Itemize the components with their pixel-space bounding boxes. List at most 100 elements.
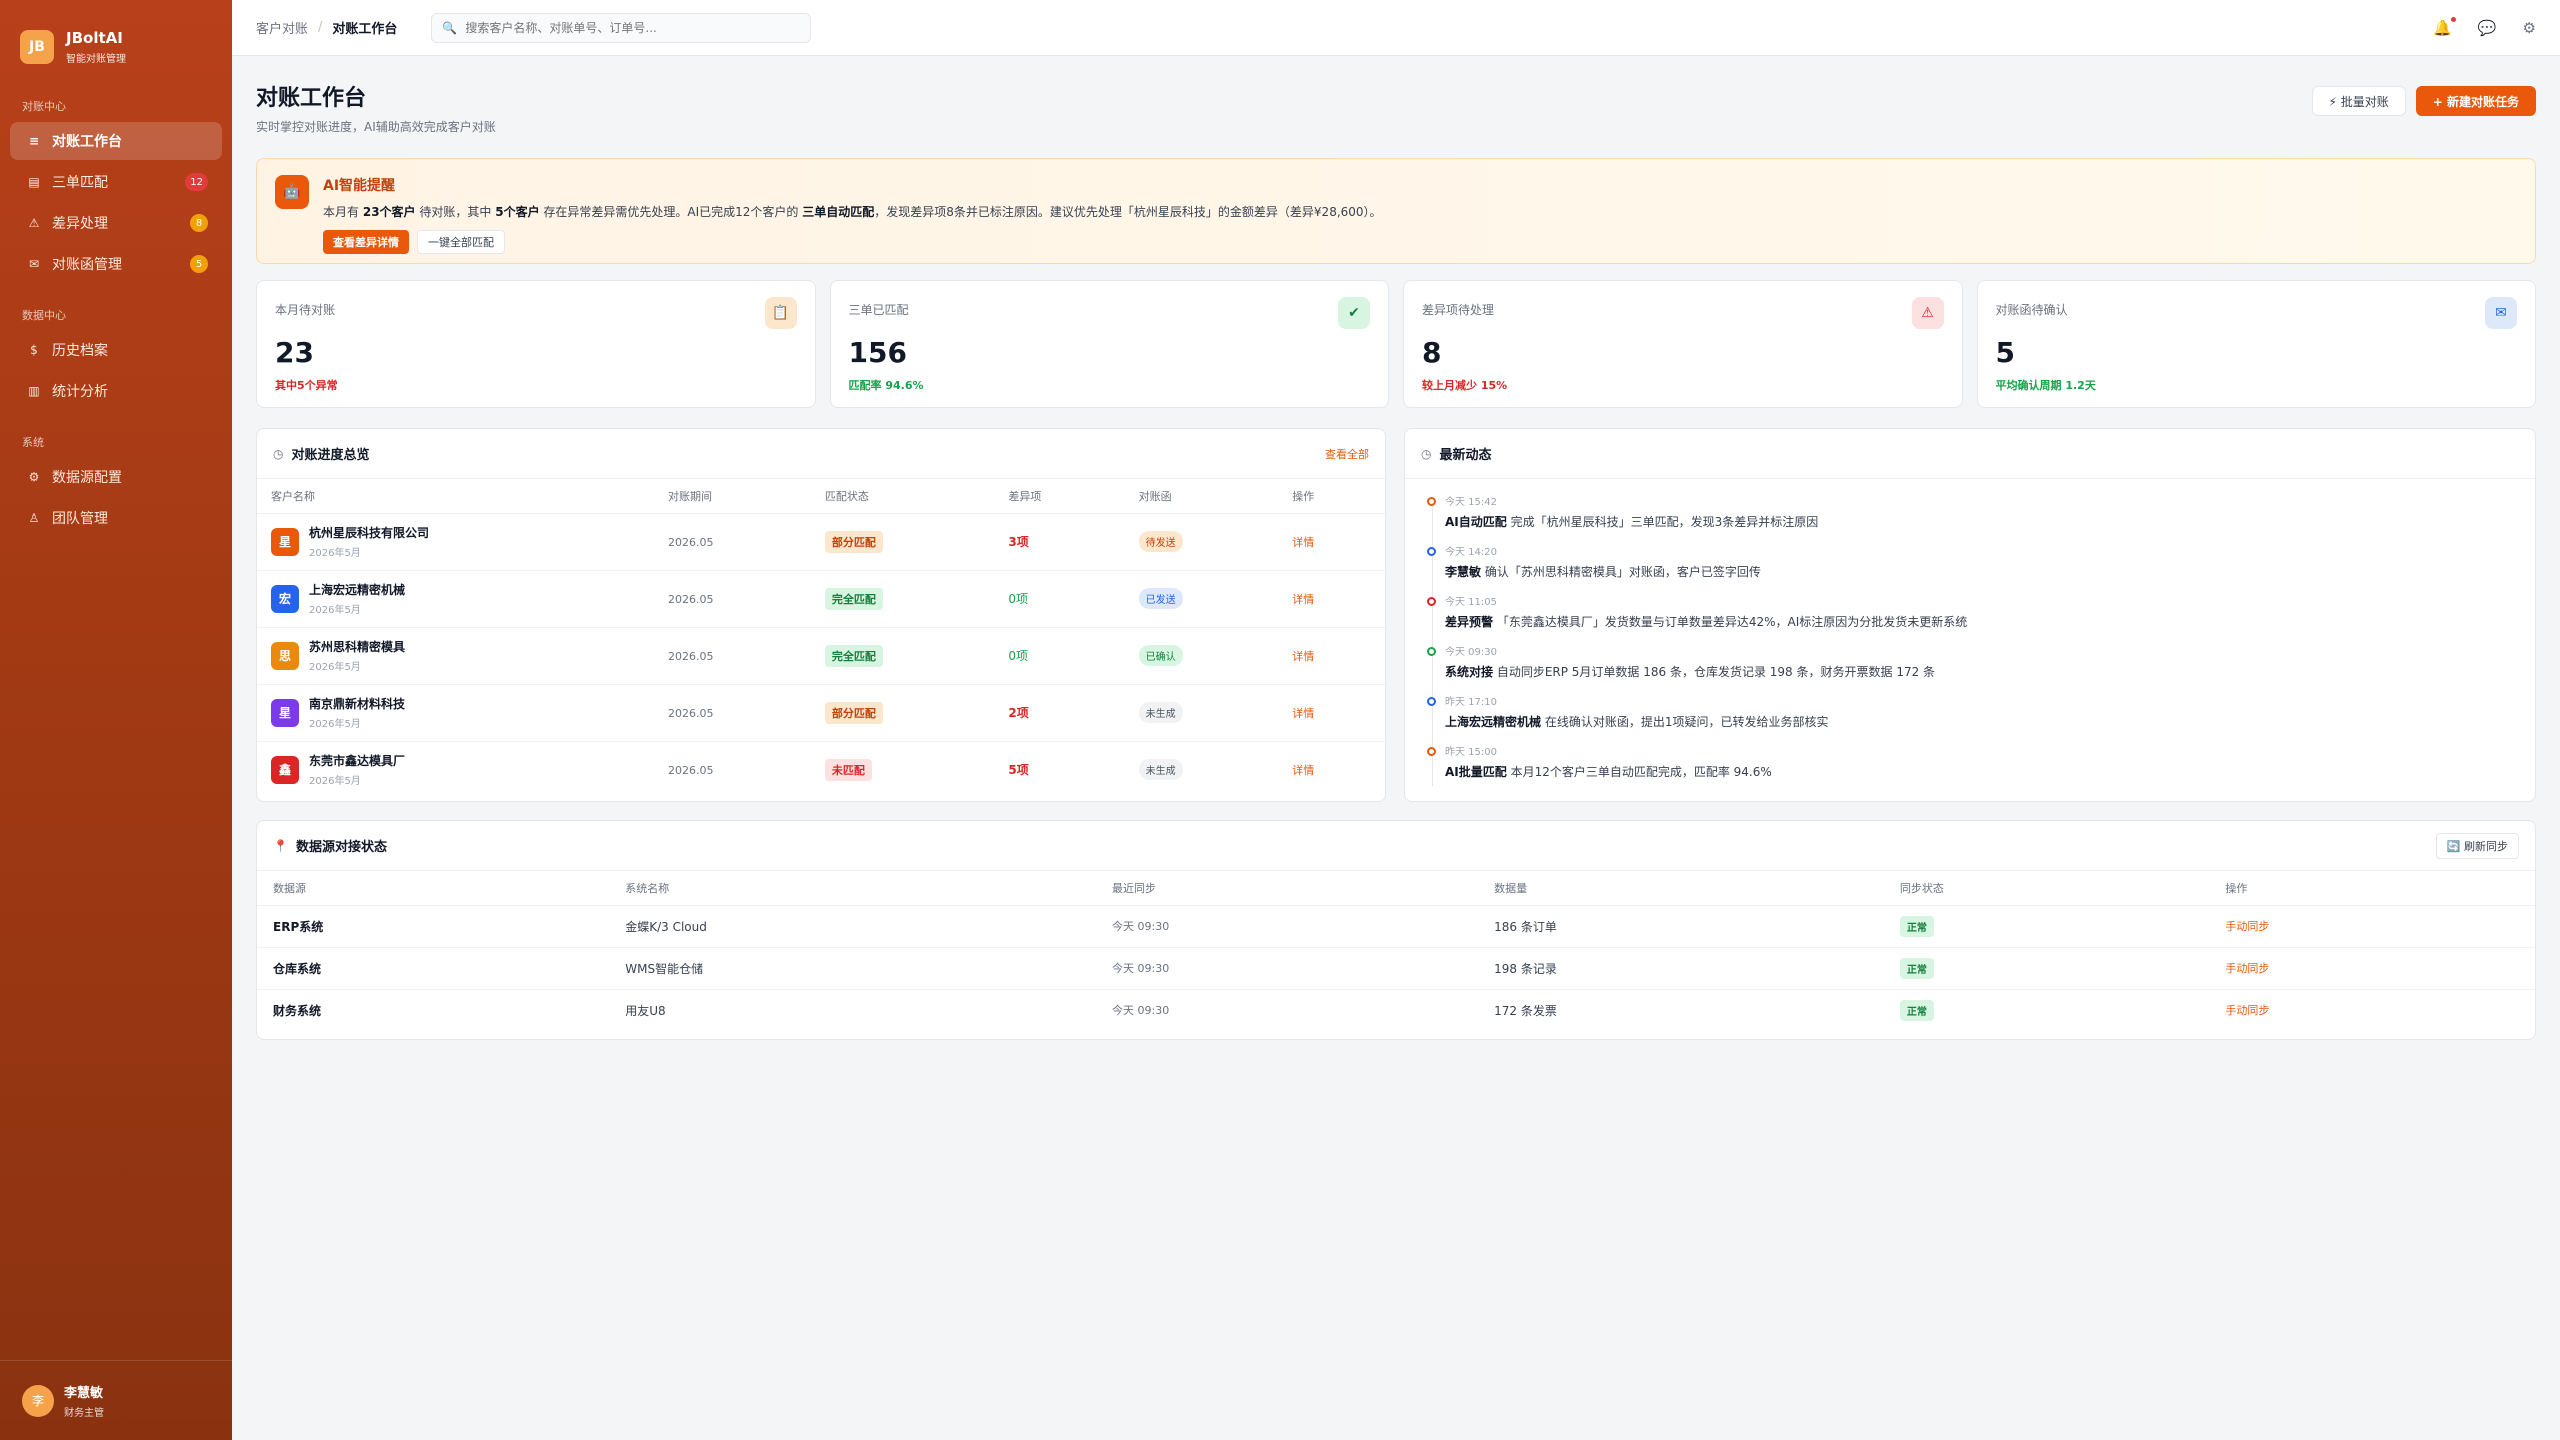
activity-item: 昨天 15:00 AI批量匹配 本月12个客户三单自动匹配完成，匹配率 94.6%	[1427, 743, 2511, 793]
settings-icon[interactable]: ⚙	[2522, 18, 2536, 37]
view-diff-button[interactable]: 查看差异详情	[323, 230, 409, 254]
sidebar-item[interactable]: ✉ 对账函管理 5	[10, 245, 222, 283]
column-header: 数据量	[1478, 871, 1884, 906]
customer-period-sub: 2026年5月	[309, 548, 361, 559]
table-row[interactable]: 鑫东莞市鑫达模具厂 2026年5月 2026.05 未匹配 5项 未生成 详情	[257, 741, 1385, 798]
batch-reconcile-button[interactable]: ⚡ 批量对账	[2311, 86, 2406, 116]
sync-time-cell: 今天 09:30	[1112, 1004, 1170, 1018]
activity-text: 上海宏远精密机械 在线确认对账函，提出1项疑问，已转发给业务部核实	[1445, 713, 2511, 730]
detail-link[interactable]: 详情	[1292, 535, 1315, 549]
search-box[interactable]: 🔍	[431, 12, 812, 43]
manual-sync-link[interactable]: 手动同步	[2225, 920, 2270, 933]
customer-cell: 星南京鼎新材料科技 2026年5月	[257, 684, 654, 742]
top-actions: 🔔 💬 ⚙	[2433, 16, 2536, 37]
activity-actor: AI自动匹配	[1445, 515, 1507, 529]
activity-actor: AI批量匹配	[1445, 765, 1507, 779]
chat-icon[interactable]: 💬	[2477, 18, 2497, 37]
column-header: 匹配状态	[810, 479, 995, 514]
table-row: ERP系统 金蝶K/3 Cloud 今天 09:30 186 条订单 正常 手动同步	[257, 905, 2535, 948]
stat-card: 三单已匹配 156 匹配率 94.6% ✔	[829, 280, 1389, 408]
table-row[interactable]: 思苏州思科精密模具 2026年5月 2026.05 完全匹配 0项 已确认 详情	[257, 627, 1385, 685]
user-name: 李慧敏	[64, 1386, 104, 1401]
search-input[interactable]	[465, 20, 796, 35]
activity-time: 昨天 15:00	[1445, 747, 1497, 758]
customer-cell: 鑫东莞市鑫达模具厂 2026年5月	[257, 741, 654, 798]
sync-status-tag: 正常	[1899, 915, 1934, 937]
new-task-button[interactable]: + 新建对账任务	[2415, 86, 2536, 116]
sidebar-item[interactable]: ≡ 对账工作台	[10, 122, 222, 160]
activity-time: 昨天 17:10	[1445, 697, 1497, 708]
sidebar-item[interactable]: $ 历史档案	[10, 331, 222, 369]
customer: 星杭州星辰科技有限公司 2026年5月	[271, 524, 640, 559]
refresh-sync-button[interactable]: 🔄 刷新同步	[2435, 832, 2519, 859]
sidebar-item-icon: ♙	[28, 511, 40, 525]
match-all-button[interactable]: 一键全部匹配	[417, 230, 505, 254]
column-header: 对账期间	[654, 479, 811, 514]
detail-link[interactable]: 详情	[1292, 649, 1315, 663]
sidebar-item[interactable]: ♙ 团队管理	[10, 499, 222, 537]
column-header: 差异项	[994, 479, 1125, 514]
sidebar-item-label: 三单匹配	[52, 175, 108, 191]
customer-avatar: 星	[271, 698, 299, 727]
ai-message: 本月有 23个客户 待对账，其中 5个客户 存在异常差异需优先处理。AI已完成1…	[323, 205, 1382, 219]
activity-detail: 确认「苏州思科精密模具」对账函，客户已签字回传	[1481, 565, 1761, 579]
topbar: 客户对账 / 对账工作台 🔍 🔔 💬 ⚙	[232, 0, 2560, 56]
ai-reminder-card: 🤖 AI智能提醒 本月有 23个客户 待对账，其中 5个客户 存在异常差异需优先…	[256, 158, 2536, 264]
sidebar-item[interactable]: ⚙ 数据源配置	[10, 458, 222, 496]
manual-sync-link[interactable]: 手动同步	[2225, 1004, 2270, 1018]
system-cell: 金蝶K/3 Cloud	[609, 905, 1096, 948]
customer-avatar: 思	[271, 641, 299, 670]
sync-time-cell: 今天 09:30	[1096, 905, 1479, 948]
diff-count: 2项	[1008, 706, 1029, 720]
activity-actor: 上海宏远精密机械	[1445, 715, 1542, 729]
manual-sync-link[interactable]: 手动同步	[2225, 962, 2270, 975]
column-header: 最近同步	[1096, 871, 1479, 906]
user-role: 财务主管	[64, 1408, 104, 1419]
customer-text: 杭州星辰科技有限公司 2026年5月	[309, 524, 429, 559]
detail-link[interactable]: 详情	[1292, 706, 1315, 720]
datasource-title: 数据源对接状态	[295, 840, 387, 855]
activity-item: 昨天 17:10 上海宏远精密机械 在线确认对账函，提出1项疑问，已转发给业务部核…	[1427, 693, 2511, 743]
action-cell: 详情	[1278, 627, 1385, 685]
stat-note: 平均确认周期 1.2天	[1995, 379, 2096, 392]
timeline-dot	[1427, 497, 1436, 506]
customer-text: 苏州思科精密模具 2026年5月	[309, 638, 405, 673]
sync-status-cell: 正常	[1883, 905, 2210, 948]
activity-time: 今天 14:20	[1445, 547, 1497, 558]
match-status-tag: 完全匹配	[824, 587, 883, 610]
diff-count: 5项	[1008, 763, 1029, 778]
view-all-link[interactable]: 查看全部	[1325, 447, 1369, 461]
stat-card: 差异项待处理 8 较上月减少 15% ⚠	[1403, 280, 1963, 408]
sidebar-item-label: 数据源配置	[52, 470, 122, 486]
table-row[interactable]: 星南京鼎新材料科技 2026年5月 2026.05 部分匹配 2项 未生成 详情	[257, 684, 1385, 742]
source-cell: 财务系统	[273, 1003, 322, 1018]
diff-cell: 5项	[994, 741, 1124, 798]
detail-link[interactable]: 详情	[1292, 592, 1315, 606]
pin-icon: 📍	[273, 838, 288, 853]
letter-cell: 未生成	[1125, 741, 1279, 798]
timeline-dot	[1427, 697, 1436, 706]
sidebar-item[interactable]: ▥ 统计分析	[10, 372, 222, 410]
stat-card: 本月待对账 23 其中5个异常 📋	[256, 280, 816, 408]
action-cell: 手动同步	[2209, 947, 2535, 990]
letter-status-pill: 未生成	[1138, 702, 1183, 723]
detail-link[interactable]: 详情	[1292, 763, 1315, 777]
match-status-tag: 完全匹配	[824, 644, 883, 667]
customer-text: 东莞市鑫达模具厂 2026年5月	[309, 752, 405, 787]
activity-detail: 自动同步ERP 5月订单数据 186 条，仓库发货记录 198 条，财务开票数据…	[1493, 665, 1936, 679]
breadcrumb-separator: /	[318, 20, 323, 35]
activity-text: 差异预警 「东莞鑫达模具厂」发货数量与订单数量差异达42%，AI标注原因为分批发…	[1445, 613, 2511, 630]
table-row[interactable]: 宏上海宏远精密机械 2026年5月 2026.05 完全匹配 0项 已发送 详情	[257, 570, 1385, 628]
table-row[interactable]: 星杭州星辰科技有限公司 2026年5月 2026.05 部分匹配 3项 待发送 详情	[257, 513, 1385, 571]
timeline-line	[1432, 501, 1433, 786]
activity-item: 今天 09:30 系统对接 自动同步ERP 5月订单数据 186 条，仓库发货记录…	[1427, 643, 2511, 693]
breadcrumb-parent[interactable]: 客户对账	[256, 22, 309, 37]
user-profile[interactable]: 李 李慧敏 财务主管	[0, 1360, 232, 1440]
sync-time-cell: 今天 09:30	[1096, 947, 1479, 990]
sidebar-item[interactable]: ⚠ 差异处理 8	[10, 204, 222, 242]
letter-cell: 已确认	[1124, 627, 1279, 685]
page-subtitle: 实时掌控对账进度，AI辅助高效完成客户对账	[256, 120, 496, 134]
bell-icon[interactable]: 🔔	[2433, 16, 2456, 37]
activity-time: 今天 11:05	[1445, 597, 1497, 608]
sidebar-item[interactable]: ▤ 三单匹配 12	[10, 163, 222, 201]
